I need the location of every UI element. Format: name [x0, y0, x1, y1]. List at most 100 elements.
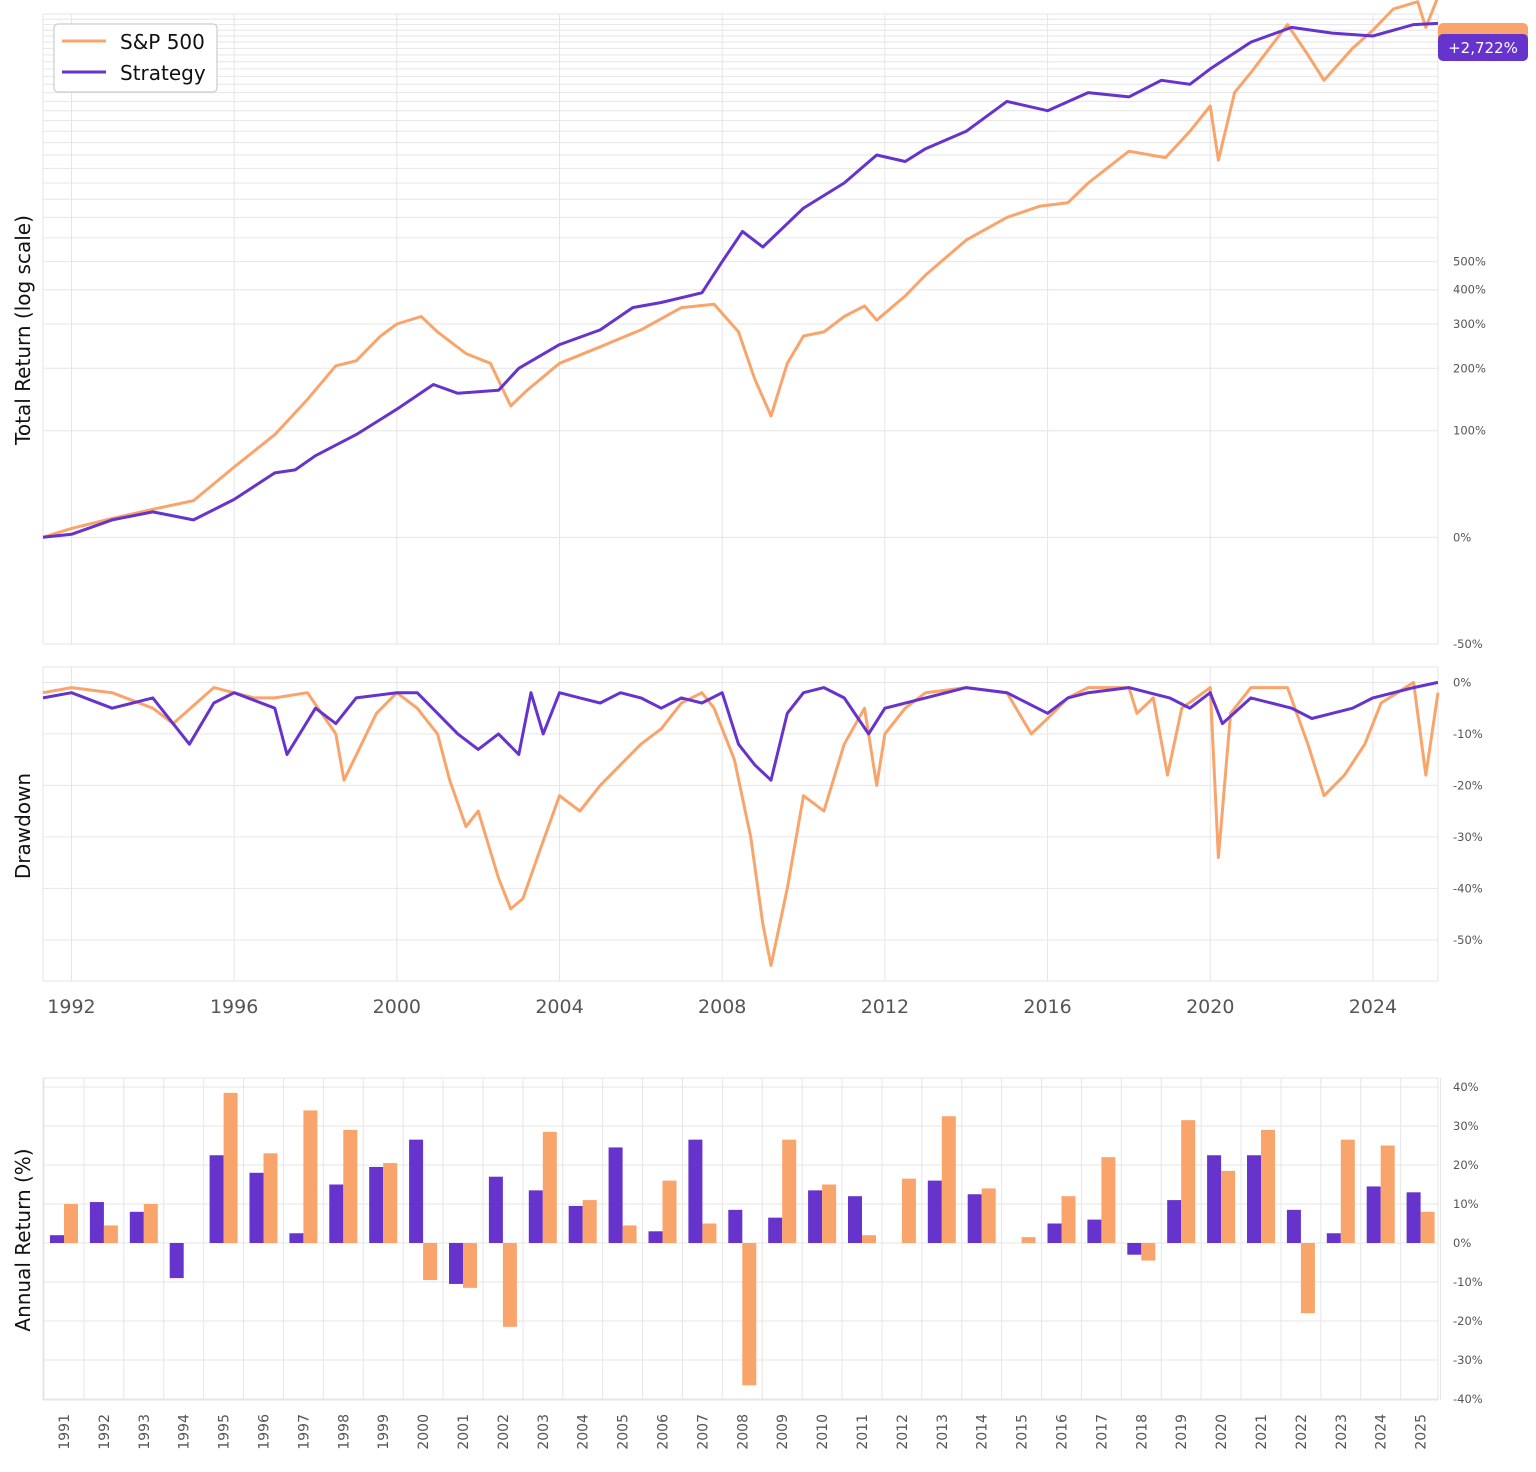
x-tick-label: 2014	[975, 1414, 991, 1450]
bar-strategy-2021	[1247, 1155, 1261, 1243]
total-return-grid	[43, 14, 1438, 645]
y-tick-label: -20%	[1453, 1314, 1483, 1328]
x-tick-label: 2011	[855, 1414, 871, 1450]
x-tick-label: 2004	[576, 1414, 592, 1450]
bar-s-p-500-1998	[343, 1129, 358, 1243]
annual-return-year-ticks: 1991 1992 1993 1994 1995 1996 1997 1998 1999 2000…	[57, 1414, 1430, 1450]
annual-return-grid	[43, 1078, 1442, 1400]
bar-strategy-1997	[289, 1233, 304, 1243]
total-return-y-label: Total Return (log scale)	[11, 215, 35, 446]
bar-strategy-2020	[1207, 1155, 1222, 1243]
x-tick-label: 2020	[1186, 996, 1234, 1018]
y-tick-label: 0%	[1453, 1236, 1471, 1250]
x-tick-label: 2016	[1055, 1414, 1071, 1450]
y-tick-label: 0%	[1453, 675, 1471, 689]
x-tick-label: 2024	[1349, 996, 1397, 1018]
x-tick-label: 2019	[1174, 1414, 1190, 1450]
series-line-strategy	[42, 21, 1439, 539]
x-tick-label: 2012	[861, 996, 909, 1018]
bar-s-p-500-2001	[463, 1243, 477, 1288]
x-tick-label: 2020	[1214, 1414, 1230, 1450]
bar-s-p-500-1999	[383, 1163, 398, 1243]
x-tick-label: 2009	[775, 1414, 791, 1450]
bar-s-p-500-2018	[1141, 1243, 1156, 1261]
x-tick-label: 2024	[1374, 1414, 1390, 1450]
bar-strategy-2013	[927, 1180, 942, 1243]
bar-strategy-2002	[488, 1176, 503, 1243]
drawdown-y-label: Drawdown	[11, 773, 35, 879]
y-tick-label: 100%	[1453, 424, 1486, 438]
drawdown-lines	[42, 680, 1440, 968]
bar-strategy-2024	[1366, 1186, 1381, 1243]
y-tick-label: -40%	[1453, 1392, 1483, 1406]
y-tick-label: -50%	[1453, 637, 1483, 651]
y-tick-label: -10%	[1453, 727, 1483, 741]
bar-s-p-500-2015	[1021, 1237, 1036, 1243]
x-tick-label: 2003	[536, 1414, 552, 1450]
bar-strategy-2006	[648, 1231, 663, 1243]
total-return-panel: -50% 0% 100% 200% 300% 400% 500% Total Return …	[11, 0, 1528, 651]
bar-s-p-500-2000	[423, 1243, 438, 1281]
bar-strategy-2008	[728, 1209, 743, 1243]
x-tick-label: 2021	[1254, 1414, 1270, 1450]
bar-strategy-1995	[209, 1155, 224, 1243]
y-tick-label: -50%	[1453, 933, 1483, 947]
year-axis-ticks: 1992 1996 2000 2004 2008 2012 2016 2020 2024	[47, 996, 1397, 1018]
bar-s-p-500-2005	[622, 1225, 637, 1243]
bar-s-p-500-1991	[64, 1204, 78, 1243]
x-tick-label: 2013	[935, 1414, 951, 1450]
x-tick-label: 2025	[1414, 1414, 1430, 1450]
x-tick-label: 2015	[1015, 1414, 1031, 1450]
bar-s-p-500-2021	[1261, 1129, 1275, 1243]
bar-strategy-2025	[1406, 1192, 1421, 1243]
bar-strategy-1991	[50, 1235, 64, 1243]
bar-strategy-2000	[409, 1139, 424, 1243]
legend-strategy-label: Strategy	[120, 61, 206, 85]
bar-strategy-2007	[688, 1139, 703, 1243]
bar-strategy-1993	[129, 1211, 144, 1243]
y-tick-label: 200%	[1453, 361, 1486, 375]
x-tick-label: 1991	[57, 1414, 73, 1450]
x-tick-label: 2012	[895, 1414, 911, 1450]
bar-strategy-2009	[768, 1217, 783, 1243]
x-tick-label: 1992	[97, 1414, 113, 1450]
bar-s-p-500-2022	[1300, 1243, 1315, 1314]
x-tick-label: 1998	[336, 1414, 352, 1450]
bar-s-p-500-1995	[223, 1092, 238, 1243]
y-tick-label: 500%	[1453, 255, 1486, 269]
bar-s-p-500-2016	[1061, 1196, 1076, 1243]
strategy-end-label: +2,722%	[1448, 39, 1518, 57]
x-tick-label: 1994	[177, 1414, 193, 1450]
x-tick-label: 2005	[616, 1414, 632, 1450]
end-value-badges: +2,722%	[1438, 23, 1528, 61]
total-return-lines	[42, 0, 1439, 539]
legend-sp500-label: S&P 500	[120, 30, 205, 54]
x-tick-label: 2018	[1134, 1414, 1150, 1450]
drawdown-panel: 0% -10% -20% -30% -40% -50% 1992 1996 2000 2004 2…	[11, 666, 1483, 1018]
annual-return-bars	[50, 1092, 1435, 1386]
bar-s-p-500-2019	[1181, 1120, 1196, 1243]
y-tick-label: -20%	[1453, 778, 1483, 792]
y-tick-label: 300%	[1453, 317, 1486, 331]
bar-strategy-2018	[1127, 1243, 1142, 1255]
series-line-s-p-500	[42, 0, 1439, 539]
bar-s-p-500-2012	[901, 1178, 916, 1243]
bar-s-p-500-2024	[1380, 1145, 1395, 1243]
bar-s-p-500-1997	[303, 1110, 318, 1243]
bar-strategy-2010	[808, 1190, 823, 1243]
bar-strategy-2022	[1286, 1209, 1301, 1243]
x-tick-label: 2008	[735, 1414, 751, 1450]
bar-s-p-500-2023	[1340, 1139, 1355, 1243]
bar-strategy-2005	[608, 1147, 623, 1243]
y-tick-label: 20%	[1453, 1158, 1479, 1172]
x-tick-label: 1996	[210, 996, 258, 1018]
bar-s-p-500-2017	[1101, 1157, 1116, 1243]
x-tick-label: 1992	[47, 996, 95, 1018]
bar-s-p-500-2002	[502, 1243, 517, 1327]
bar-s-p-500-2006	[662, 1180, 677, 1243]
annual-return-y-label: Annual Return (%)	[11, 1148, 35, 1331]
bar-s-p-500-2010	[822, 1184, 837, 1243]
total-return-plot-frame	[42, 13, 1439, 645]
y-tick-label: 400%	[1453, 283, 1486, 297]
